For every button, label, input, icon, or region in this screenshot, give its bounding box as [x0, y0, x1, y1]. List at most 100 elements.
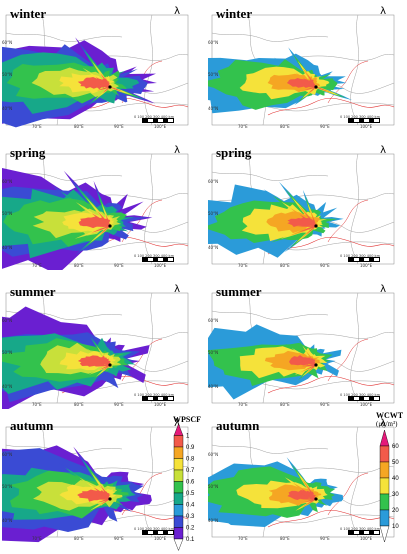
- map-panel: autumn λ 60°N 50°N 40°N 70°E 80°E 90°E 100°E 0 10…: [208, 415, 400, 543]
- country-boundary: [144, 14, 153, 126]
- longitude-label: 100°E: [360, 263, 373, 268]
- longitude-label: 90°E: [114, 263, 124, 268]
- legend-color-cell: [173, 424, 184, 436]
- country-boundary: [144, 426, 153, 538]
- concentration-contour: [304, 211, 317, 227]
- longitude-label: 90°E: [320, 124, 330, 129]
- longitude-label: 70°E: [238, 124, 248, 129]
- longitude-label: 80°E: [280, 536, 290, 541]
- longitude-label: 80°E: [74, 263, 84, 268]
- map-canvas: [208, 426, 395, 538]
- latitude-label: 40°N: [208, 384, 219, 389]
- legend-color-cell: [379, 493, 390, 511]
- latitude-label: 60°N: [208, 318, 219, 323]
- concentration-contour: [304, 356, 317, 366]
- latitude-label: 50°N: [208, 211, 219, 216]
- scale-bar-label: 0 100 200 300 400 km: [340, 527, 380, 531]
- country-boundary: [350, 292, 359, 404]
- legend-tick-label: 50: [392, 460, 399, 466]
- latitude-label: 50°N: [208, 484, 219, 489]
- legend-tick-label: 20: [392, 508, 399, 514]
- longitude-label: 70°E: [32, 263, 42, 268]
- map-panel: autumn λ 60°N 50°N 40°N 70°E 80°E 90°E 100°E 0 10…: [2, 415, 194, 543]
- concentration-contour: [97, 498, 111, 503]
- scale-bar-label: 0 100 200 300 400 km: [340, 393, 380, 397]
- concentration-contour: [94, 364, 110, 367]
- concentration-contour: [109, 86, 123, 92]
- latitude-label: 50°N: [2, 484, 13, 489]
- china-border: [327, 472, 369, 516]
- wpscf-legend: WPSCF 1 0.9 0.8 0.7 0.6 0.5 0.4 0.3 0.2 0.1: [170, 414, 204, 552]
- concentration-contour: [102, 354, 111, 366]
- latitude-label: 50°N: [208, 72, 219, 77]
- longitude-label: 80°E: [280, 124, 290, 129]
- concentration-contour: [295, 225, 316, 227]
- scale-bar-label: 0 100 200 300 400 km: [134, 115, 174, 119]
- map-canvas: [208, 153, 395, 265]
- concentration-contour: [99, 498, 111, 506]
- longitude-label: 100°E: [360, 402, 373, 407]
- scale-bar-label: 0 100 200 300 400 km: [134, 527, 174, 531]
- north-arrow-icon: λ: [380, 145, 386, 156]
- latitude-label: 40°N: [2, 106, 13, 111]
- longitude-label: 70°E: [238, 536, 248, 541]
- concentration-contour: [97, 356, 111, 366]
- legend-tick-label: 0.5: [186, 491, 195, 497]
- latitude-label: 40°N: [208, 245, 219, 250]
- concentration-contour: [299, 493, 317, 500]
- concentration-contour: [93, 487, 111, 500]
- longitude-label: 80°E: [280, 402, 290, 407]
- latitude-label: 60°N: [2, 318, 13, 323]
- legend-color-cell: [173, 538, 184, 552]
- country-boundary: [350, 14, 359, 126]
- legend-tick-label: 0.6: [186, 480, 195, 486]
- legend-tick-label: 0.8: [186, 457, 195, 463]
- wcwt-legend-title: WCWT: [376, 411, 404, 420]
- latitude-label: 50°N: [2, 72, 13, 77]
- season-label: winter: [10, 6, 47, 21]
- legend-color-cell: [379, 445, 390, 463]
- latitude-label: 40°N: [2, 384, 13, 389]
- legend-color-cell: [173, 515, 184, 528]
- season-label: summer: [10, 284, 56, 299]
- north-arrow-icon: λ: [174, 284, 180, 295]
- scale-bar: [348, 396, 380, 401]
- concentration-contour: [309, 355, 317, 366]
- country-boundary: [211, 32, 329, 42]
- legend-tick-label: 0.7: [186, 468, 195, 474]
- scale-bar-label: 0 100 200 300 400 km: [134, 393, 174, 397]
- legend-tick-label: 60: [392, 444, 399, 450]
- longitude-label: 70°E: [32, 536, 42, 541]
- season-label: autumn: [216, 418, 260, 433]
- concentration-contour: [302, 77, 317, 88]
- legend-color-cell: [173, 492, 184, 505]
- map-canvas: [2, 292, 189, 409]
- legend-color-cell: [379, 461, 390, 479]
- country-boundary: [350, 426, 359, 538]
- concentration-contour: [87, 225, 110, 227]
- map-canvas: [2, 426, 189, 543]
- concentration-contour: [309, 86, 317, 93]
- country-boundary: [5, 32, 123, 42]
- longitude-label: 90°E: [114, 124, 124, 129]
- sampling-site-marker: [314, 85, 318, 89]
- latitude-label: 40°N: [208, 518, 219, 523]
- sampling-site-marker: [108, 497, 112, 501]
- north-arrow-icon: λ: [380, 418, 386, 429]
- longitude-label: 80°E: [74, 536, 84, 541]
- legend-color-cell: [173, 435, 184, 448]
- wcwt-legend-units: (μg/m³): [376, 420, 398, 428]
- scale-bar: [348, 257, 380, 262]
- map-canvas: [2, 153, 189, 270]
- concentration-contour: [95, 76, 111, 88]
- legend-color-cell: [173, 504, 184, 517]
- china-border: [267, 509, 395, 528]
- latitude-label: 60°N: [2, 179, 13, 184]
- scale-bar-label: 0 100 200 300 400 km: [340, 115, 380, 119]
- concentration-contour: [300, 85, 316, 88]
- legend-color-cell: [379, 430, 390, 447]
- wpscf-legend-title: WPSCF: [173, 415, 201, 424]
- concentration-contour: [93, 80, 111, 88]
- concentration-contour: [93, 85, 110, 88]
- longitude-label: 90°E: [320, 402, 330, 407]
